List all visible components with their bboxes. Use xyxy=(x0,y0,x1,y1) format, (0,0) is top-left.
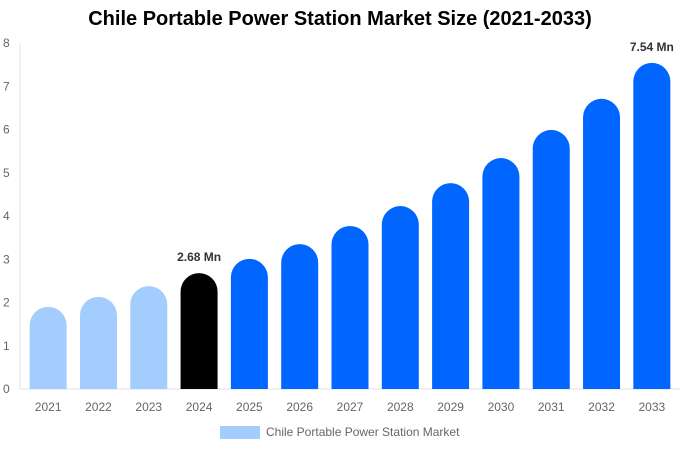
bar-2023 xyxy=(130,286,168,389)
x-tick-label: 2031 xyxy=(538,400,565,414)
bar-2021 xyxy=(29,306,67,389)
bar-2031 xyxy=(532,129,570,389)
bar-2032 xyxy=(583,98,621,389)
y-tick-label: 7 xyxy=(3,79,10,93)
bar-2033 xyxy=(633,62,671,390)
bar-2024 xyxy=(180,273,218,389)
x-tick-label: 2032 xyxy=(588,400,615,414)
legend: Chile Portable Power Station Market xyxy=(220,425,459,439)
bar-2026 xyxy=(281,244,319,389)
chart-title: Chile Portable Power Station Market Size… xyxy=(88,8,592,30)
x-tick-label: 2028 xyxy=(387,400,414,414)
y-tick-label: 3 xyxy=(3,252,10,266)
data-label: 7.54 Mn xyxy=(630,40,674,54)
x-tick-label: 2030 xyxy=(488,400,515,414)
y-tick-label: 2 xyxy=(3,296,10,310)
y-tick-label: 8 xyxy=(3,36,10,50)
bar-2022 xyxy=(79,296,117,389)
x-tick-label: 2029 xyxy=(437,400,464,414)
x-tick-label: 2033 xyxy=(638,400,665,414)
y-tick-label: 5 xyxy=(3,166,10,180)
bar-2027 xyxy=(331,225,369,389)
x-tick-label: 2026 xyxy=(286,400,313,414)
x-tick-label: 2021 xyxy=(35,400,62,414)
x-tick-label: 2024 xyxy=(186,400,213,414)
bar-2025 xyxy=(230,258,268,389)
y-tick-label: 0 xyxy=(3,382,10,396)
x-tick-label: 2022 xyxy=(85,400,112,414)
bar-2029 xyxy=(432,183,470,389)
y-tick-label: 4 xyxy=(3,209,10,223)
legend-swatch xyxy=(220,425,260,439)
y-tick-label: 1 xyxy=(3,339,10,353)
x-tick-label: 2025 xyxy=(236,400,263,414)
x-tick-label: 2023 xyxy=(135,400,162,414)
legend-label: Chile Portable Power Station Market xyxy=(266,425,460,439)
data-label: 2.68 Mn xyxy=(177,250,221,264)
bar-2028 xyxy=(381,206,419,389)
y-tick-label: 6 xyxy=(3,123,10,137)
x-tick-label: 2027 xyxy=(337,400,364,414)
bar-2030 xyxy=(482,158,520,389)
